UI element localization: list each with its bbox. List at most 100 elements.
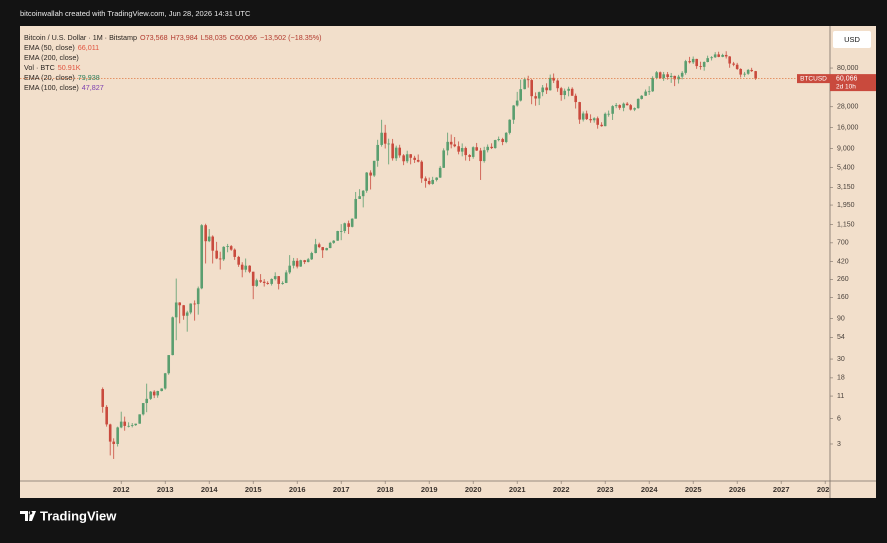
candle-body bbox=[589, 119, 592, 121]
candle-body bbox=[706, 58, 709, 63]
currency[interactable]: USD bbox=[844, 35, 860, 44]
candle-body bbox=[163, 373, 167, 389]
indicator-value: 47,827 bbox=[82, 83, 104, 92]
indicator-name: EMA (200, close) bbox=[24, 53, 79, 62]
candle-body bbox=[574, 95, 577, 103]
candle-body bbox=[501, 139, 504, 142]
candle-body bbox=[251, 271, 255, 286]
indicator-name: EMA (20, close) bbox=[24, 73, 75, 82]
candle-body bbox=[233, 249, 237, 257]
candle-body bbox=[449, 141, 453, 145]
x-tick-label: 2027 bbox=[773, 485, 790, 494]
candle-body bbox=[497, 139, 500, 141]
candle-body bbox=[416, 159, 420, 162]
x-tick-label: 2023 bbox=[597, 485, 614, 494]
candle-body bbox=[196, 288, 200, 305]
candle-body bbox=[611, 106, 614, 114]
candle-body bbox=[325, 248, 328, 251]
candle-body bbox=[482, 150, 486, 162]
candle-body bbox=[592, 118, 596, 121]
indicator-value: 79,938 bbox=[78, 73, 100, 82]
candle-body bbox=[123, 421, 127, 426]
candle-body bbox=[739, 68, 742, 75]
candle-body bbox=[376, 144, 380, 161]
candle-body bbox=[361, 190, 365, 197]
candle-body bbox=[563, 90, 566, 96]
currency-box[interactable] bbox=[833, 31, 871, 48]
candle-body bbox=[141, 403, 145, 415]
candle-body bbox=[138, 414, 141, 424]
x-tick-label: 2022 bbox=[553, 485, 570, 494]
candle-body bbox=[288, 265, 292, 273]
x-tick-label: 2021 bbox=[509, 485, 526, 494]
candle-body bbox=[446, 141, 449, 151]
candle-body bbox=[614, 105, 618, 107]
candle-body bbox=[167, 355, 171, 374]
candle-body bbox=[394, 147, 398, 159]
symbol-tag-label: BTCUSD bbox=[800, 75, 827, 82]
candle-body bbox=[222, 246, 226, 260]
candle-body bbox=[321, 247, 325, 251]
candle-body bbox=[405, 154, 409, 162]
y-tick-label: 54 bbox=[837, 334, 845, 341]
candle-body bbox=[479, 150, 482, 162]
symbol-name: Bitcoin / U.S. Dollar · 1M · Bitstamp bbox=[24, 33, 137, 42]
candle-body bbox=[691, 58, 695, 63]
candle-body bbox=[402, 155, 405, 162]
candle-body bbox=[182, 305, 185, 316]
y-tick-label: 28,000 bbox=[837, 104, 859, 111]
candle-body bbox=[409, 154, 413, 158]
candle-body bbox=[391, 143, 394, 159]
candle-body bbox=[526, 79, 530, 81]
candle-body bbox=[699, 66, 702, 67]
x-tick-label: 2025 bbox=[685, 485, 702, 494]
brand: TradingView bbox=[40, 508, 117, 523]
candle-body bbox=[669, 75, 673, 78]
y-tick-label: 16,000 bbox=[837, 124, 859, 131]
candle-body bbox=[193, 303, 196, 305]
candle-body bbox=[530, 80, 533, 97]
candle-body bbox=[702, 62, 706, 67]
candle-body bbox=[112, 441, 116, 444]
candle-body bbox=[347, 223, 350, 227]
candle-body bbox=[651, 77, 654, 92]
ohlc-value: −13,502 (−18.35%) bbox=[260, 33, 322, 42]
x-tick-label: 2012 bbox=[113, 485, 130, 494]
candle-body bbox=[442, 150, 445, 168]
candle-body bbox=[464, 148, 467, 156]
candle-body bbox=[633, 108, 636, 110]
x-tick-label: 2018 bbox=[377, 485, 394, 494]
indicator-name: Vol · BTC bbox=[24, 63, 55, 72]
candle-body bbox=[413, 157, 416, 160]
candle-body bbox=[281, 282, 284, 284]
x-tick-label: 2014 bbox=[201, 485, 219, 494]
candle-body bbox=[149, 391, 152, 399]
candle-body bbox=[387, 143, 391, 145]
y-tick-label: 90 bbox=[837, 315, 845, 322]
candle-body bbox=[673, 75, 676, 80]
candle-body bbox=[215, 250, 218, 259]
candle-body bbox=[424, 178, 427, 182]
candle-body bbox=[735, 64, 739, 69]
candle-body bbox=[178, 302, 182, 306]
candle-body bbox=[398, 147, 402, 156]
candle-body bbox=[677, 76, 680, 80]
candle-body bbox=[746, 69, 750, 74]
watermark: bitcoinwallah created with TradingView.c… bbox=[20, 9, 251, 18]
candle-body bbox=[200, 225, 204, 289]
candle-body bbox=[603, 113, 607, 127]
indicator-legend: EMA (50, close) 66,011 bbox=[24, 43, 99, 52]
candle-body bbox=[680, 72, 684, 77]
y-tick-label: 420 bbox=[837, 259, 849, 266]
candle-body bbox=[365, 172, 369, 191]
candle-body bbox=[295, 260, 299, 267]
y-tick-label: 30 bbox=[837, 356, 845, 363]
candle-body bbox=[655, 72, 658, 78]
candle-body bbox=[189, 303, 193, 313]
candle-body bbox=[354, 198, 358, 219]
candle-body bbox=[658, 72, 662, 79]
x-tick-label: 2020 bbox=[465, 485, 482, 494]
symbol-legend: Bitcoin / U.S. Dollar · 1M · Bitstamp O73… bbox=[24, 33, 322, 42]
candle-body bbox=[237, 256, 240, 265]
